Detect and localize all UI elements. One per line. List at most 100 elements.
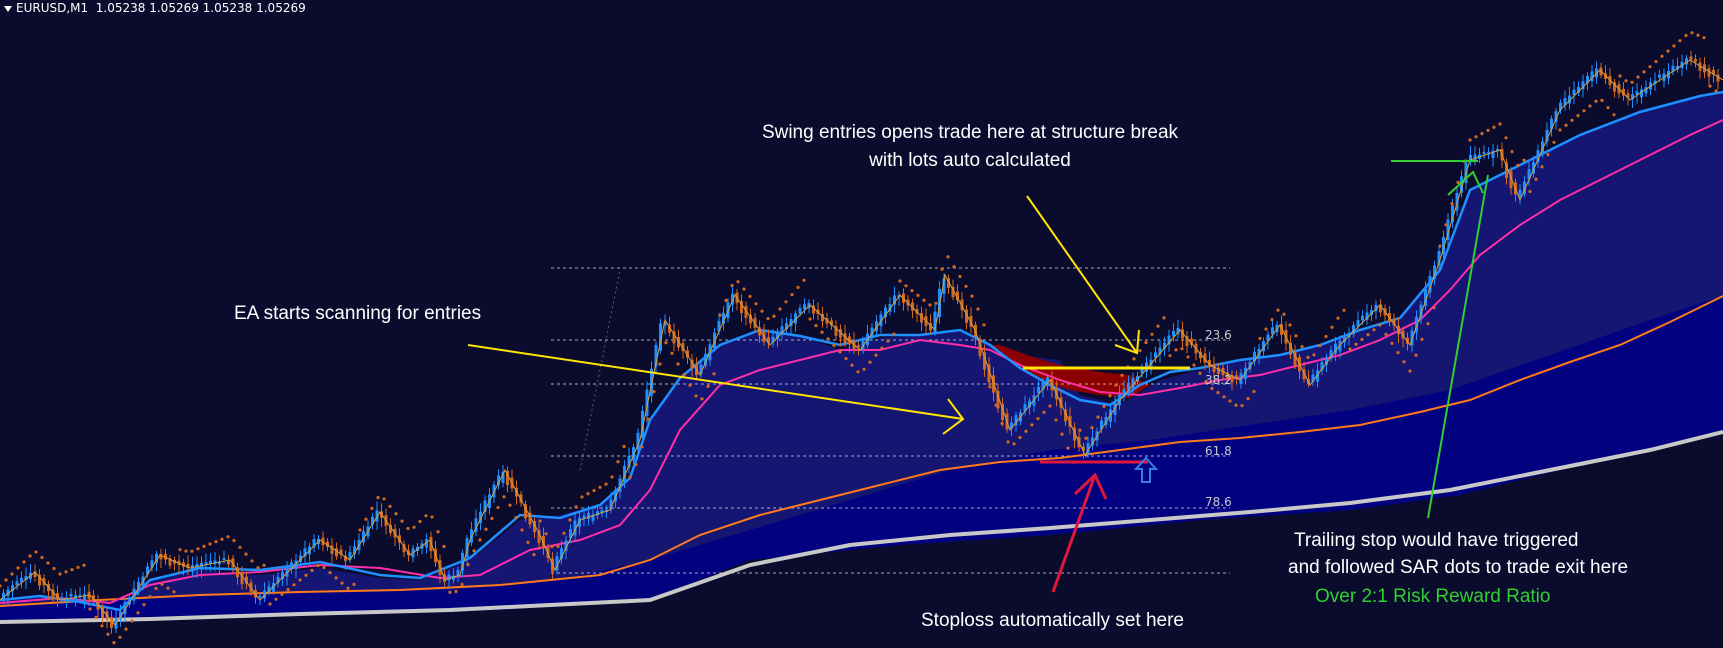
sar-dot bbox=[70, 568, 74, 572]
sar-dot bbox=[874, 353, 878, 357]
sar-dot bbox=[130, 619, 134, 623]
candle-body bbox=[1163, 342, 1166, 349]
candle-body bbox=[1712, 69, 1715, 75]
candle-body bbox=[155, 553, 158, 564]
candle-body bbox=[209, 560, 212, 564]
candle-body bbox=[812, 305, 815, 314]
sar-dot bbox=[598, 485, 602, 489]
sar-dot bbox=[1204, 379, 1208, 384]
candle-body bbox=[1581, 81, 1585, 90]
candle-body bbox=[299, 555, 302, 563]
candle-body bbox=[632, 447, 635, 461]
sar-dot bbox=[1540, 165, 1544, 169]
sar-dot bbox=[1420, 337, 1424, 341]
candle-body bbox=[1532, 162, 1535, 174]
sar-dot bbox=[1300, 345, 1304, 349]
sar-dot bbox=[640, 445, 644, 449]
candle-body bbox=[1320, 362, 1324, 370]
candle-body bbox=[1568, 95, 1571, 104]
candle-body bbox=[704, 353, 707, 366]
candle-body bbox=[1685, 58, 1688, 65]
mid-ma-line bbox=[0, 119, 1723, 605]
candle-body bbox=[164, 553, 167, 560]
stoploss-arrow bbox=[1051, 472, 1108, 593]
sar-dot bbox=[664, 341, 668, 345]
candle-body bbox=[1536, 150, 1540, 162]
sar-dot bbox=[574, 505, 578, 509]
sar-dot bbox=[1438, 244, 1442, 248]
candle-body bbox=[1104, 416, 1108, 426]
sar-dot bbox=[490, 516, 494, 521]
sar-dot bbox=[1474, 135, 1478, 139]
sar-dot bbox=[82, 563, 86, 567]
candle-body bbox=[1293, 351, 1297, 366]
sar-dot bbox=[1666, 49, 1670, 53]
candle-body bbox=[587, 512, 590, 519]
candle-body bbox=[1590, 71, 1594, 82]
candle-body bbox=[533, 520, 536, 533]
risk-reward-annotation: Over 2:1 Risk Reward Ratio bbox=[1315, 586, 1551, 607]
candle-body bbox=[1073, 427, 1076, 441]
sar-dot bbox=[1090, 426, 1094, 430]
sar-dot bbox=[340, 581, 344, 585]
candle-body bbox=[186, 563, 190, 569]
sar-dot bbox=[1054, 418, 1058, 422]
long-ma-line bbox=[0, 430, 1723, 624]
sar-dot bbox=[424, 514, 428, 518]
sar-dot bbox=[1612, 113, 1616, 117]
sar-dot bbox=[1372, 328, 1376, 332]
fib-label-38-2: 38.2 bbox=[1205, 373, 1232, 387]
candle-body bbox=[326, 541, 329, 547]
candle-body bbox=[672, 331, 676, 344]
sar-dot bbox=[976, 307, 980, 311]
candle-body bbox=[722, 312, 725, 324]
sar-dot bbox=[580, 495, 584, 499]
candle-body bbox=[794, 313, 797, 324]
sar-dot bbox=[1144, 340, 1148, 345]
candle-body bbox=[2, 592, 5, 600]
sar-dot bbox=[826, 337, 830, 341]
candle-body bbox=[942, 277, 946, 294]
sar-dot bbox=[604, 482, 608, 486]
candle-body bbox=[1658, 74, 1661, 78]
sar-dot bbox=[928, 303, 932, 307]
candle-body bbox=[191, 565, 194, 572]
trailing-arrow bbox=[1427, 170, 1489, 519]
bearish-cloud bbox=[990, 345, 1150, 398]
entry-annotation-line2: with lots auto calculated bbox=[869, 150, 1071, 171]
candle-body bbox=[168, 558, 172, 566]
candle-body bbox=[1437, 251, 1441, 266]
sar-dot bbox=[442, 544, 446, 549]
candle-body bbox=[483, 500, 487, 513]
candle-body bbox=[1100, 420, 1103, 430]
sar-dot bbox=[1630, 80, 1634, 84]
sar-dot bbox=[466, 563, 470, 567]
sar-dot bbox=[958, 274, 962, 279]
candle-body bbox=[101, 607, 104, 619]
candle-body bbox=[11, 585, 14, 592]
candle-body bbox=[371, 516, 374, 525]
sar-dot bbox=[1582, 109, 1586, 113]
candle-body bbox=[1271, 327, 1274, 335]
sar-dot bbox=[4, 578, 8, 582]
up-arrow-icon[interactable] bbox=[1133, 456, 1159, 483]
candle-body bbox=[1203, 353, 1207, 363]
candle-body bbox=[798, 308, 802, 314]
candle-body bbox=[1442, 236, 1445, 255]
sar-dot bbox=[1678, 39, 1682, 43]
sar-dot bbox=[1564, 123, 1568, 127]
sar-dot bbox=[154, 586, 158, 591]
chevron-down-icon[interactable] bbox=[4, 5, 12, 12]
sar-dot bbox=[1180, 347, 1184, 351]
sar-dot bbox=[316, 564, 320, 568]
entry-annotation-line1: Swing entries opens trade here at struct… bbox=[761, 122, 1179, 143]
candle-body bbox=[249, 582, 253, 592]
candle-body bbox=[740, 301, 743, 314]
candle-body bbox=[1235, 375, 1238, 379]
sar-dot bbox=[1006, 440, 1010, 444]
candle-body bbox=[1586, 76, 1589, 83]
candle-body bbox=[506, 470, 509, 485]
sar-dot bbox=[1060, 432, 1064, 436]
candle-body bbox=[497, 475, 500, 486]
